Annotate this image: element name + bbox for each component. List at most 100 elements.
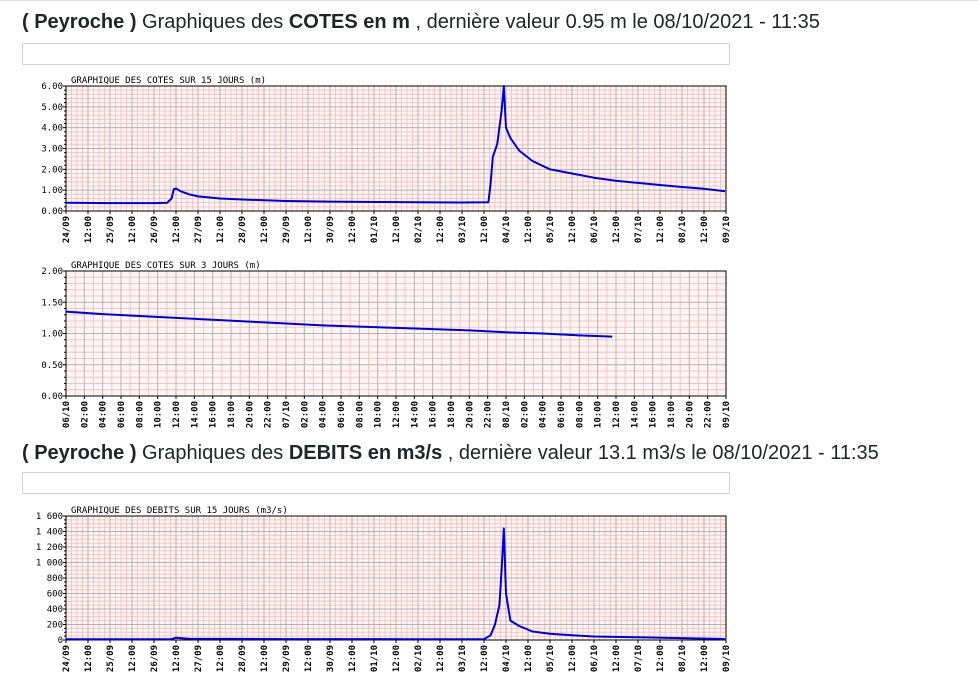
x-tick-label: 20:00 — [245, 401, 255, 428]
x-tick-label: 12:00 — [128, 645, 138, 672]
x-tick-label: 12:00 — [84, 216, 94, 243]
x-tick-label: 22:00 — [264, 401, 274, 428]
x-tick-label: 12:00 — [656, 216, 666, 243]
x-tick-label: 22:00 — [484, 401, 494, 428]
x-tick-label: 03/10 — [458, 216, 468, 243]
x-tick-label: 12:00 — [260, 645, 270, 672]
plot-border — [65, 85, 727, 212]
x-tick-label: 05/10 — [546, 216, 556, 243]
y-tick-label: 0 — [58, 636, 63, 646]
x-tick-label: 16:00 — [429, 401, 439, 428]
x-tick-label: 24/09 — [62, 216, 72, 243]
y-tick-label: 3.00 — [41, 145, 63, 155]
x-tick-label: 12:00 — [392, 645, 402, 672]
x-tick-label: 02/10 — [414, 645, 424, 672]
series-line — [66, 527, 726, 641]
x-tick-label: 12:00 — [304, 216, 314, 243]
cotes-heading-measure: COTES en m — [288, 11, 410, 33]
debits-station-name: ( Peyroche ) — [22, 442, 137, 464]
y-tick-label: 2.00 — [41, 165, 63, 175]
x-tick-label: 02/10 — [414, 216, 424, 243]
x-tick-label: 06:00 — [557, 401, 567, 428]
cotes-heading-prefix: Graphiques des — [136, 11, 289, 33]
x-tick-label: 12:00 — [612, 401, 622, 428]
x-tick-label: 26/09 — [150, 645, 160, 672]
x-tick-label: 10:00 — [594, 401, 604, 428]
chart-title: GRAPHIQUE DES DEBITS SUR 15 JOURS (m3/s) — [71, 506, 288, 516]
x-tick-label: 27/09 — [194, 216, 204, 243]
chart-title: GRAPHIQUE DES COTES SUR 3 JOURS (m) — [71, 261, 261, 271]
x-tick-label: 09/10 — [722, 645, 732, 672]
x-tick-label: 12:00 — [348, 216, 358, 243]
x-tick-label: 12:00 — [480, 216, 490, 243]
y-tick-label: 1 600 — [36, 512, 63, 522]
x-tick-label: 07/10 — [282, 401, 292, 428]
x-tick-label: 14:00 — [630, 401, 640, 428]
x-tick-label: 10:00 — [374, 401, 384, 428]
x-tick-label: 12:00 — [480, 645, 490, 672]
x-tick-label: 01/10 — [370, 216, 380, 243]
grid — [65, 270, 727, 397]
x-tick-label: 12:00 — [612, 645, 622, 672]
x-tick-label: 28/09 — [238, 216, 248, 243]
x-tick-label: 22:00 — [704, 401, 714, 428]
top-divider — [0, 0, 978, 1]
x-tick-label: 12:00 — [436, 216, 446, 243]
y-tick-label: 1 200 — [36, 543, 63, 553]
x-tick-label: 12:00 — [172, 216, 182, 243]
debits-15-days-chart: 0 200 400 600 800 1 000 1 200 1 400 1 600 24/09 12… — [36, 506, 732, 672]
y-tick-label: 800 — [47, 574, 63, 584]
debits-heading-measure: DEBITS en m3/s — [288, 442, 443, 464]
x-tick-label: 07/10 — [634, 645, 644, 672]
x-tick-label: 12:00 — [568, 645, 578, 672]
y-tick-label: 0.50 — [41, 361, 63, 371]
x-tick-label: 18:00 — [667, 401, 677, 428]
y-tick-label: 400 — [47, 605, 63, 615]
x-tick-label: 12:00 — [612, 216, 622, 243]
x-tick-label: 04/10 — [502, 645, 512, 672]
x-tick-label: 10:00 — [154, 401, 164, 428]
x-tick-label: 16:00 — [649, 401, 659, 428]
x-tick-label: 12:00 — [700, 645, 710, 672]
x-tick-label: 06/10 — [62, 401, 72, 428]
cotes-station-name: ( Peyroche ) — [22, 11, 137, 33]
x-tick-label: 06/10 — [590, 216, 600, 243]
y-tick-label: 1 000 — [36, 559, 63, 569]
x-tick-label: 28/09 — [238, 645, 248, 672]
x-tick-label: 12:00 — [260, 216, 270, 243]
x-tick-label: 02:00 — [80, 401, 90, 428]
debits-heading-suffix: , dernière valeur 13.1 m3/s le 08/10/202… — [442, 442, 879, 464]
x-tick-label: 12:00 — [656, 645, 666, 672]
x-tick-label: 08/10 — [678, 645, 688, 672]
x-tick-label: 12:00 — [392, 216, 402, 243]
x-tick-label: 30/09 — [326, 645, 336, 672]
x-tick-label: 04:00 — [319, 401, 329, 428]
x-tick-label: 25/09 — [106, 645, 116, 672]
x-tick-label: 08:00 — [575, 401, 585, 428]
x-tick-label: 12:00 — [348, 645, 358, 672]
series-line — [65, 310, 613, 338]
x-tick-label: 01/10 — [370, 645, 380, 672]
x-tick-label: 08/10 — [502, 401, 512, 428]
x-tick-label: 06:00 — [337, 401, 347, 428]
x-tick-label: 25/09 — [106, 216, 116, 243]
x-tick-label: 04:00 — [539, 401, 549, 428]
x-tick-label: 04:00 — [99, 401, 109, 428]
x-tick-label: 08:00 — [135, 401, 145, 428]
x-tick-label: 18:00 — [447, 401, 457, 428]
plot-border — [65, 270, 727, 397]
x-tick-label: 09/10 — [722, 216, 732, 243]
x-tick-label: 29/09 — [282, 645, 292, 672]
cotes-15-days-chart: 0.00 1.00 2.00 3.00 4.00 5.00 6.00 24/09 12:00 25… — [41, 76, 732, 243]
x-tick-label: 14:00 — [410, 401, 420, 428]
x-tick-label: 12:00 — [304, 645, 314, 672]
y-tick-label: 1.50 — [41, 298, 63, 308]
debits-info-box — [22, 472, 730, 494]
x-tick-label: 12:00 — [524, 216, 534, 243]
cotes-heading: ( Peyroche ) Graphiques des COTES en m ,… — [22, 11, 820, 34]
debits-heading: ( Peyroche ) Graphiques des DEBITS en m3… — [22, 442, 879, 465]
cotes-info-box — [22, 43, 730, 65]
x-tick-label: 16:00 — [209, 401, 219, 428]
y-tick-label: 0.00 — [41, 392, 63, 402]
y-tick-label: 200 — [47, 621, 63, 631]
